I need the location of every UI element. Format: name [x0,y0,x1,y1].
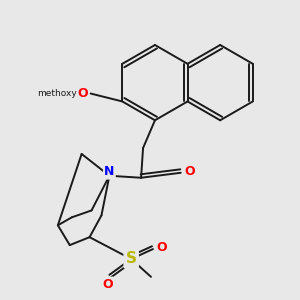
Text: O: O [185,165,195,178]
Text: O: O [102,278,113,291]
Text: N: N [104,165,115,178]
Text: O: O [77,87,88,100]
Text: O: O [156,241,166,254]
Text: methoxy: methoxy [37,89,77,98]
Text: S: S [126,251,137,266]
